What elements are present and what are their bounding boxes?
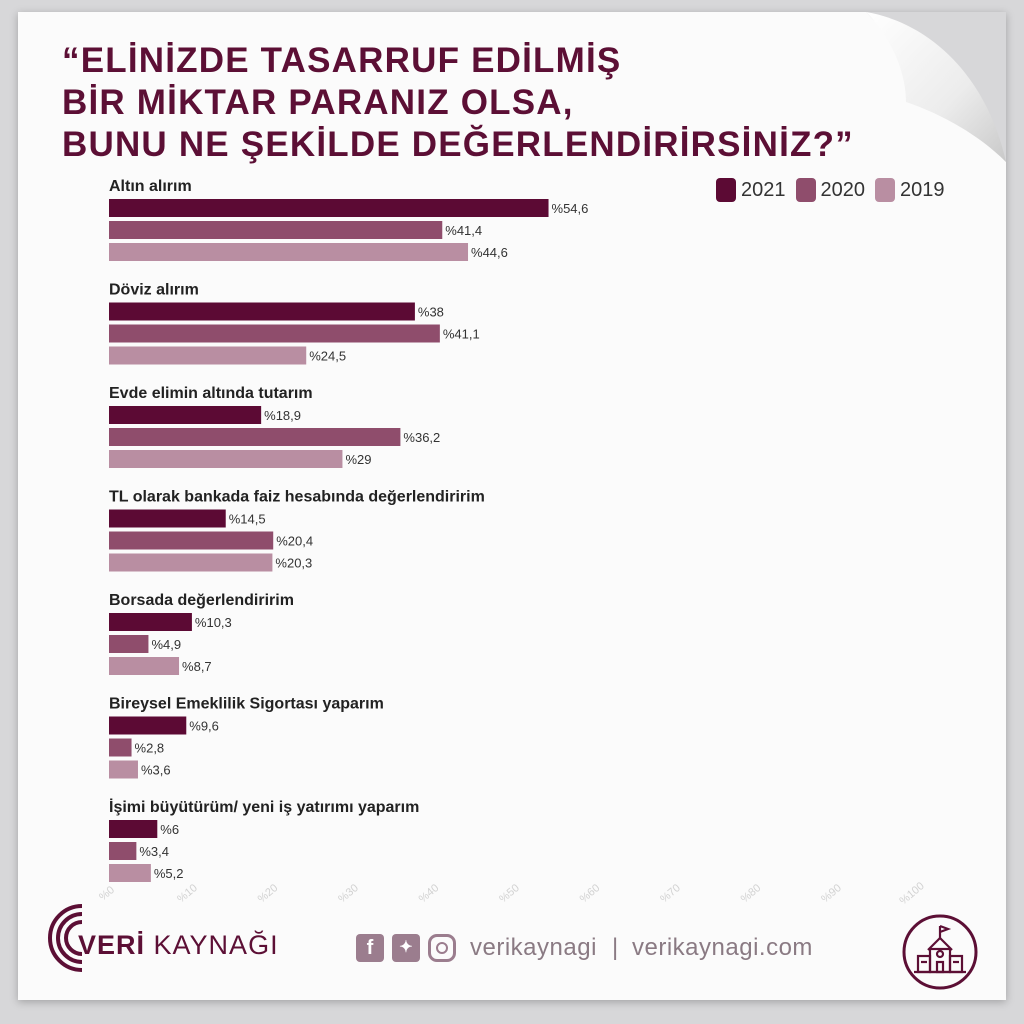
data-label-2020: %4,9	[151, 637, 181, 652]
x-tick-label: %60	[578, 882, 603, 905]
category-label: TL olarak bankada faiz hesabında değerle…	[109, 489, 485, 506]
brand-name: VERİ KAYNAĞI	[78, 930, 279, 961]
data-label-2019: %20,3	[275, 556, 312, 571]
data-label-2020: %36,2	[403, 430, 440, 445]
x-tick-label: %70	[658, 882, 683, 905]
page-curl	[866, 12, 1006, 162]
bar-2021	[109, 509, 226, 528]
brand-rest: KAYNAĞI	[145, 930, 279, 960]
data-label-2019: %44,6	[471, 245, 508, 260]
facebook-icon[interactable]: f	[356, 934, 384, 962]
data-label-2019: %29	[345, 452, 371, 467]
data-label-2020: %41,1	[443, 327, 480, 342]
bar-2019	[109, 864, 151, 882]
legend-swatch-2020	[795, 178, 816, 202]
data-label-2020: %20,4	[276, 534, 313, 549]
legend-label-2021: 2021	[741, 178, 786, 201]
legend-swatch-2019	[875, 178, 895, 202]
category-label: Döviz alırım	[109, 282, 199, 299]
bar-2021	[109, 716, 187, 735]
social-icons: f ✦	[356, 934, 464, 962]
paper-background	[18, 12, 1006, 1000]
website-link[interactable]: verikaynagi.com	[632, 934, 813, 961]
x-tick-label: %10	[175, 882, 200, 905]
category-label: İşimi büyütürüm/ yeni iş yatırımı yaparı…	[109, 798, 419, 816]
bar-2020	[109, 635, 149, 653]
legend-item-2021: 2021	[716, 178, 786, 202]
legend-label-2019: 2019	[900, 178, 945, 201]
footer-separator: |	[612, 934, 619, 961]
data-label-2021: %6	[160, 822, 179, 837]
legend-item-2020: 2020	[795, 178, 866, 202]
title-line-3: BUNU NE ŞEKİLDE DEĞERLENDİRİRSİNİZ?”	[62, 125, 854, 164]
x-tick-label: %50	[497, 882, 522, 905]
category-label: Evde elimin altında tutarım	[109, 385, 313, 402]
legend-label-2020: 2020	[820, 178, 866, 201]
data-label-2019: %8,7	[182, 659, 212, 674]
data-label-2019: %3,6	[141, 763, 171, 778]
bar-2021	[109, 406, 262, 424]
instagram-icon[interactable]	[428, 934, 456, 962]
data-label-2021: %14,5	[229, 512, 266, 527]
bar-2020	[109, 428, 401, 446]
data-label-2019: %5,2	[154, 866, 184, 881]
bar-2021	[109, 199, 549, 217]
category-label: Bireysel Emeklilik Sigortası yaparım	[109, 696, 384, 713]
bar-2020	[109, 531, 274, 550]
category-label: Altın alırım	[109, 178, 192, 195]
x-tick-label: %80	[739, 882, 764, 905]
social-handle[interactable]: verikaynagi	[470, 934, 597, 961]
bar-2021	[109, 613, 192, 631]
data-label-2021: %18,9	[264, 408, 301, 423]
bar-2020	[109, 842, 137, 860]
x-tick-label: %90	[819, 882, 844, 905]
bar-2019	[109, 243, 469, 261]
bar-2020	[109, 221, 443, 239]
brand-logo-icon	[48, 904, 83, 972]
twitter-icon[interactable]: ✦	[392, 934, 420, 962]
brand-bold: VERİ	[78, 930, 146, 960]
bar-2019	[109, 553, 273, 572]
legend: 2021 2020 2019	[716, 178, 955, 202]
data-label-2019: %24,5	[309, 349, 346, 364]
x-tick-label: %30	[336, 882, 361, 905]
data-label-2021: %9,6	[189, 719, 219, 734]
bar-2021	[109, 820, 158, 838]
data-label-2021: %54,6	[552, 201, 589, 216]
bar-2019	[109, 346, 307, 365]
x-tick-label: %100	[897, 880, 926, 907]
data-label-2020: %2,8	[135, 741, 165, 756]
bar-2019	[109, 450, 343, 468]
legend-swatch-2021	[716, 178, 736, 202]
legend-item-2019: 2019	[875, 178, 945, 202]
x-tick-label: %0	[97, 884, 117, 903]
data-label-2021: %10,3	[195, 615, 232, 630]
title-line-2: BİR MİKTAR PARANIZ OLSA,	[62, 83, 574, 122]
category-label: Borsada değerlendiririm	[109, 592, 294, 609]
school-icon	[902, 914, 978, 990]
title-line-1: “ELİNİZDE TASARRUF EDİLMİŞ	[62, 41, 622, 80]
bar-2020	[109, 324, 440, 343]
bar-2019	[109, 760, 138, 779]
data-label-2021: %38	[418, 305, 444, 320]
bar-2019	[109, 657, 180, 675]
x-tick-label: %40	[417, 882, 442, 905]
x-tick-label: %20	[256, 882, 281, 905]
chart-title: “ELİNİZDE TASARRUF EDİLMİŞ BİR MİKTAR PA…	[62, 40, 942, 166]
data-label-2020: %3,4	[139, 844, 169, 859]
data-label-2020: %41,4	[445, 223, 482, 238]
bar-2021	[109, 302, 415, 321]
bar-2020	[109, 738, 132, 757]
